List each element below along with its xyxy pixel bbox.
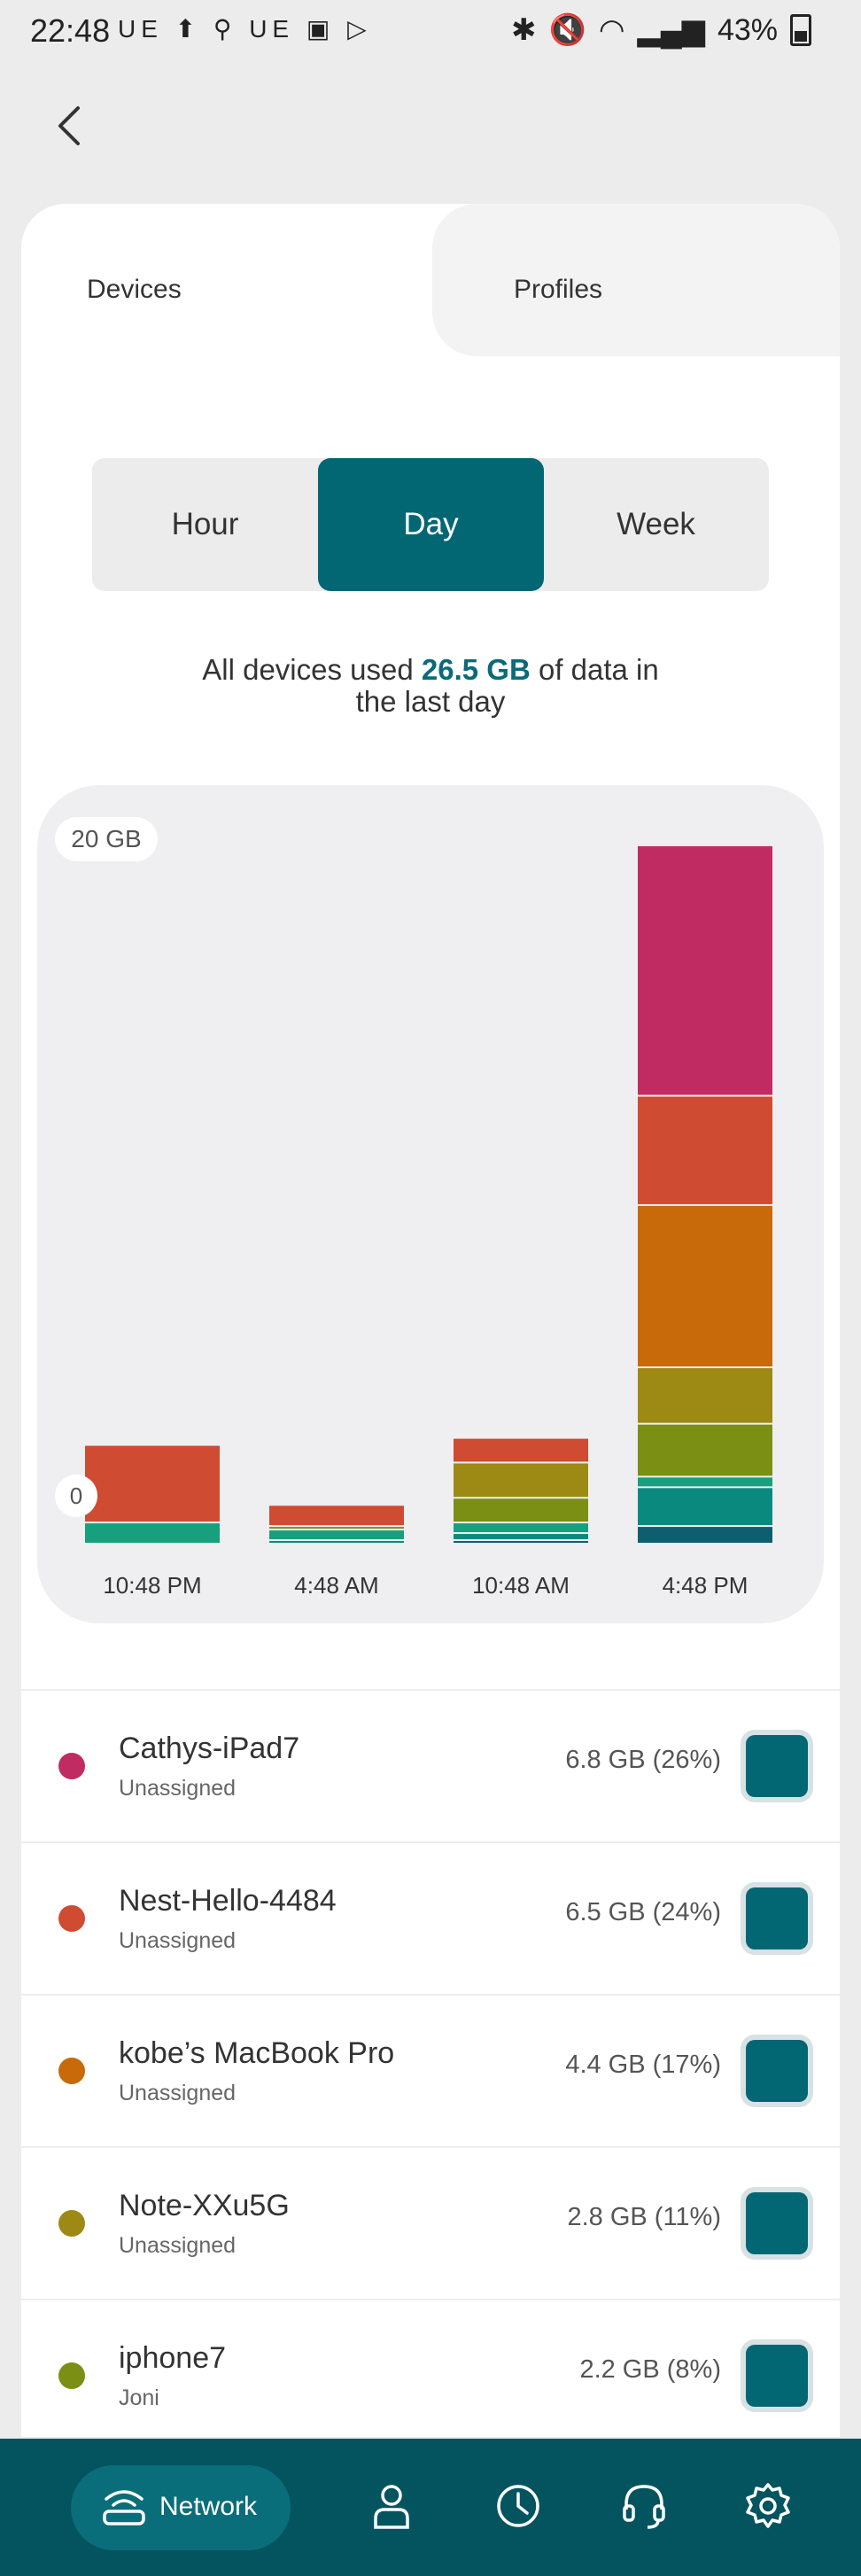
device-action-button[interactable]: [746, 2345, 808, 2407]
bottom-nav: Network: [0, 2439, 861, 2576]
usage-chart: 10:48 PM 4:48 AM 10:48 AM 4:48 PM 20 GB 0: [37, 785, 824, 1623]
bar-segment: [269, 1530, 404, 1540]
device-profile: Joni: [119, 2385, 159, 2410]
device-profile: Unassigned: [119, 2081, 237, 2105]
x-tick-label: 10:48 AM: [472, 1572, 570, 1599]
back-button[interactable]: [44, 90, 97, 161]
bar-segment: [269, 1506, 404, 1526]
device-name: Nest-Hello-4484: [119, 1884, 337, 1918]
device-profile: Unassigned: [119, 1776, 237, 1801]
device-row[interactable]: iphone7 Joni 2.2 GB (8%): [21, 2299, 840, 2437]
range-hour-button[interactable]: Hour: [171, 507, 239, 541]
bar-segment: [454, 1498, 588, 1522]
summary-suffix-2: the last day: [355, 685, 506, 718]
device-usage: 2.8 GB (11%): [567, 2203, 721, 2231]
nav-network[interactable]: Network: [71, 2465, 291, 2550]
bar-segment: [454, 1463, 588, 1498]
device-profile: Unassigned: [119, 1928, 237, 1953]
device-profile: Unassigned: [119, 2233, 237, 2258]
bluetooth-icon: ✱: [511, 13, 537, 47]
bar-segment: [638, 1368, 772, 1423]
summary-prefix: All devices used: [202, 653, 414, 686]
signal-icon: ▂▄▆: [637, 13, 705, 47]
x-tick-label: 4:48 PM: [663, 1572, 749, 1599]
mute-icon: 🔇: [548, 13, 586, 47]
bar-segment: [454, 1534, 588, 1540]
battery-percent: 43%: [717, 12, 778, 47]
bar-segment: [269, 1541, 404, 1543]
device-usage: 2.2 GB (8%): [579, 2355, 721, 2384]
x-tick-label: 4:48 AM: [294, 1572, 378, 1599]
y-max-label: 20 GB: [71, 825, 141, 852]
bar-segment: [638, 1096, 772, 1204]
device-usage: 4.4 GB (17%): [565, 2051, 721, 2079]
device-row[interactable]: kobe’s MacBook Pro Unassigned 4.4 GB (17…: [21, 1994, 840, 2146]
bar-segment: [454, 1523, 588, 1533]
summary-suffix-1: of data in: [538, 653, 659, 686]
headset-icon[interactable]: [617, 2479, 671, 2533]
nav-network-label: Network: [159, 2492, 258, 2521]
wifi-icon: ◠: [598, 13, 625, 47]
device-name: kobe’s MacBook Pro: [119, 2036, 395, 2070]
tab-devices-label: Devices: [87, 275, 182, 304]
tab-devices[interactable]: Devices: [21, 204, 432, 356]
y-min-pill: [55, 1475, 97, 1517]
device-color-dot: [58, 2362, 85, 2389]
range-selector: Hour Day Week: [92, 458, 769, 591]
router-icon: [103, 2490, 145, 2525]
person-icon[interactable]: [365, 2479, 418, 2533]
device-color-dot: [58, 1905, 85, 1932]
gear-icon[interactable]: [741, 2479, 795, 2533]
system-icons: ✱ 🔇 ◠ ▂▄▆ 43%: [511, 12, 811, 48]
notification-icons: UE ⬆ ⚲ UE ▣ ▷: [118, 15, 372, 43]
battery-icon: [790, 14, 811, 46]
usage-chart-svg: 10:48 PM 4:48 AM 10:48 AM 4:48 PM 20 GB 0: [55, 817, 772, 1599]
chevron-left-icon: [58, 106, 80, 145]
tab-profiles-label: Profiles: [514, 275, 603, 304]
bar-segment: [638, 1527, 772, 1543]
device-action-button[interactable]: [746, 1735, 808, 1797]
device-row[interactable]: Cathys-iPad7 Unassigned 6.8 GB (26%): [21, 1689, 840, 1841]
bar-segment: [638, 845, 772, 1095]
range-day-button[interactable]: Day: [318, 458, 544, 591]
tab-profiles[interactable]: Profiles: [432, 204, 840, 356]
device-action-button[interactable]: [746, 2192, 808, 2254]
bar-segment: [85, 1445, 220, 1522]
device-list: Cathys-iPad7 Unassigned 6.8 GB (26%) Nes…: [21, 1689, 840, 2437]
x-tick-label: 10:48 PM: [103, 1572, 201, 1599]
device-row[interactable]: Note-XXu5G Unassigned 2.8 GB (11%): [21, 2146, 840, 2299]
top-bar: [0, 64, 861, 204]
bar-segment: [638, 1424, 772, 1476]
usage-card: Profiles Devices Hour Day Week All devic…: [21, 204, 840, 2437]
device-color-dot: [58, 1753, 85, 1779]
device-usage: 6.5 GB (24%): [565, 1898, 721, 1926]
y-min-label: 0: [70, 1483, 82, 1509]
bar-segment: [638, 1205, 772, 1366]
clock-icon[interactable]: [492, 2479, 545, 2533]
status-bar: 22:48 UE ⬆ ⚲ UE ▣ ▷ ✱ 🔇 ◠ ▂▄▆ 43%: [0, 0, 861, 64]
device-name: iphone7: [119, 2341, 227, 2375]
summary-amount: 26.5 GB: [421, 653, 531, 686]
status-time: 22:48: [30, 12, 111, 49]
bar-segment: [638, 1477, 772, 1487]
device-action-button[interactable]: [746, 2040, 808, 2102]
bar-segment: [85, 1523, 220, 1543]
device-name: Note-XXu5G: [119, 2189, 290, 2222]
bar-segment: [638, 1488, 772, 1526]
bar-segment: [454, 1438, 588, 1462]
usage-summary: All devices used 26.5 GB of data in the …: [21, 654, 840, 718]
bar-segment: [269, 1527, 404, 1529]
device-color-dot: [58, 2210, 85, 2237]
device-usage: 6.8 GB (26%): [565, 1746, 721, 1774]
device-row[interactable]: Nest-Hello-4484 Unassigned 6.5 GB (24%): [21, 1841, 840, 1994]
device-action-button[interactable]: [746, 1887, 808, 1950]
y-max-pill: [55, 817, 158, 861]
device-color-dot: [58, 2058, 85, 2084]
bar-segment: [454, 1541, 588, 1543]
tab-bar: Profiles Devices: [21, 204, 840, 356]
range-week-button[interactable]: Week: [617, 507, 695, 541]
device-name: Cathys-iPad7: [119, 1732, 300, 1765]
